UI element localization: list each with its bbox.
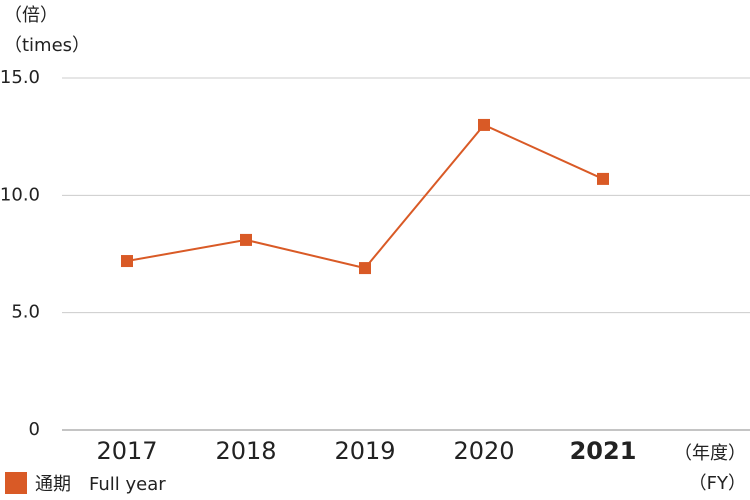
legend-swatch bbox=[5, 472, 27, 494]
y-axis-label-en: （times） bbox=[4, 35, 90, 56]
y-tick-label: 15.0 bbox=[0, 67, 40, 88]
y-axis-label: （倍） bbox=[4, 5, 58, 26]
y-tick-label: 0 bbox=[29, 419, 40, 440]
marker bbox=[240, 233, 252, 246]
x-tick-label: 2020 bbox=[453, 437, 514, 465]
marker bbox=[597, 172, 609, 185]
x-tick-label: 2019 bbox=[334, 437, 395, 465]
legend-label: 通期 Full year bbox=[35, 474, 166, 495]
series-line bbox=[126, 123, 604, 270]
marker bbox=[359, 262, 371, 275]
x-tick-label: 2017 bbox=[96, 437, 157, 465]
x-axis-label: （年度） bbox=[674, 443, 746, 464]
x-axis-label-en: （FY） bbox=[689, 473, 746, 494]
marker bbox=[478, 118, 490, 131]
y-tick-label: 10.0 bbox=[0, 184, 40, 205]
marker bbox=[121, 255, 133, 268]
y-tick-label: 5.0 bbox=[11, 302, 40, 323]
x-tick-label: 2021 bbox=[570, 437, 637, 465]
x-tick-label: 2018 bbox=[215, 437, 276, 465]
